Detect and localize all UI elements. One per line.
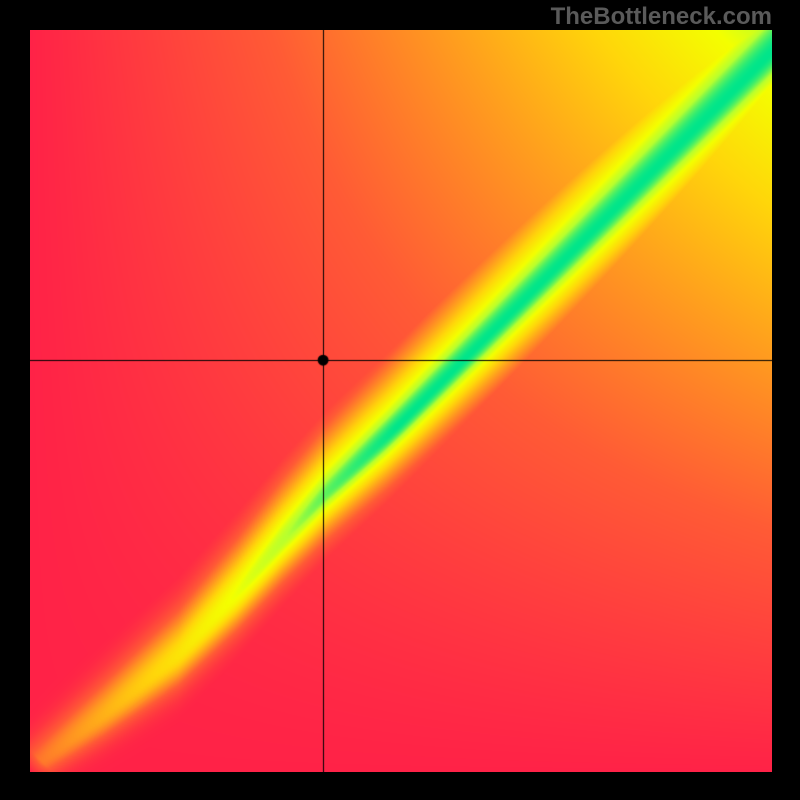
bottleneck-heatmap [30,30,772,772]
watermark-text: TheBottleneck.com [551,3,772,31]
chart-container: TheBottleneck.com [0,0,800,800]
